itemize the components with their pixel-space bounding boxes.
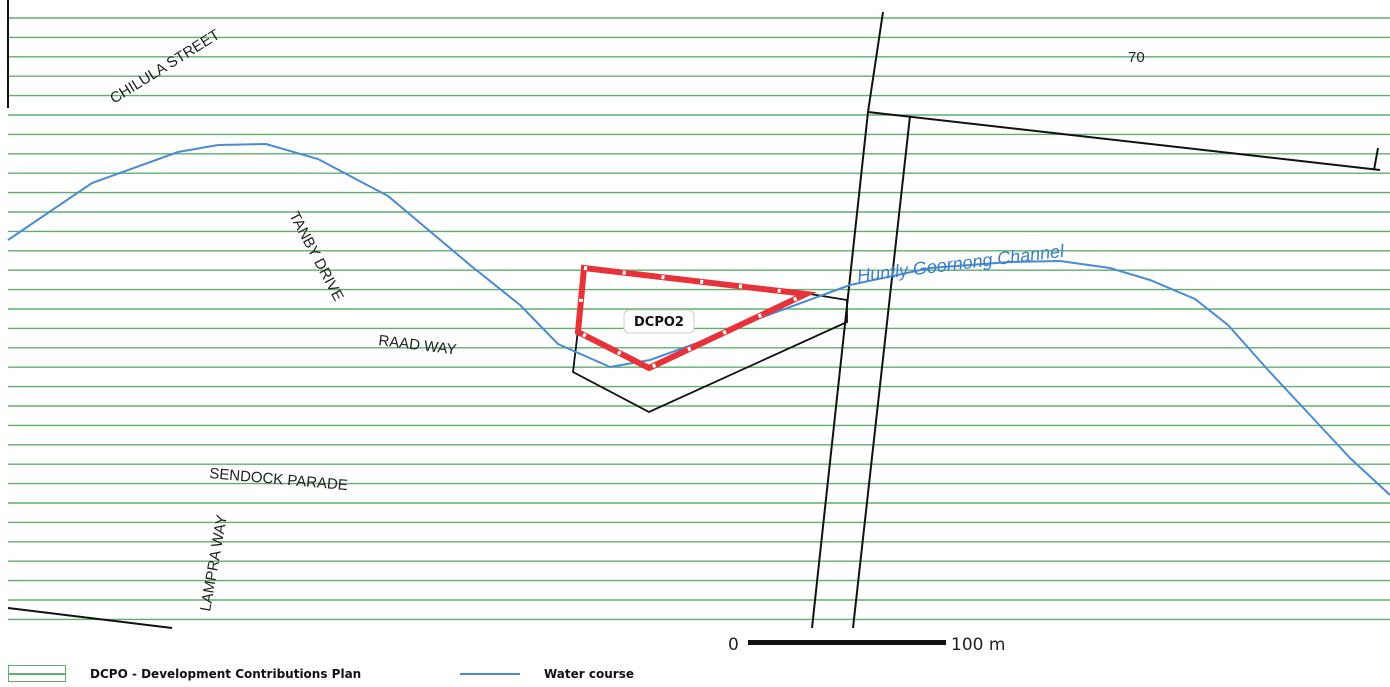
legend-label-dcpo: DCPO - Development Contributions Plan bbox=[90, 666, 362, 681]
road-reserve-east-edge bbox=[852, 115, 911, 629]
parcel-line-lot70-south bbox=[867, 111, 1381, 171]
map-legend: DCPO - Development Contributions Plan Wa… bbox=[0, 660, 1390, 687]
street-label-raad: RAAD WAY bbox=[378, 332, 458, 358]
scale-start-label: 0 bbox=[728, 635, 739, 655]
lot-number-label: 70 bbox=[1128, 49, 1145, 66]
parcel-boundaries bbox=[7, 0, 1381, 629]
legend-item-dcpo: DCPO - Development Contributions Plan bbox=[0, 660, 361, 687]
legend-item-water: Water course bbox=[460, 660, 634, 687]
channel-label: Huntly Goornong Channel bbox=[856, 241, 1066, 286]
blue-line-icon bbox=[460, 672, 520, 675]
road-reserve-west-edge bbox=[811, 111, 869, 629]
dcpo2-label-text: DCPO2 bbox=[634, 315, 684, 330]
legend-label-water: Water course bbox=[544, 666, 634, 681]
parcel-line-north bbox=[867, 11, 884, 113]
parcel-outline-dcpo2 bbox=[572, 293, 848, 414]
scale-end-label: 100 m bbox=[951, 635, 1005, 655]
street-label-lampra: LAMPRA WAY bbox=[197, 514, 231, 613]
street-label-sendock: SENDOCK PARADE bbox=[209, 465, 349, 494]
green-hatch-box-icon bbox=[8, 665, 66, 682]
parcel-line-lot70-east bbox=[1373, 147, 1379, 171]
water-course-line bbox=[7, 142, 1390, 496]
dcpo2-label: DCPO2 bbox=[623, 309, 695, 334]
scale-bar: 0 100 m bbox=[728, 635, 1005, 655]
dcpo-hatch-area bbox=[8, 17, 1390, 621]
dcpo2-boundary[interactable] bbox=[574, 264, 817, 372]
map-canvas[interactable]: CHILULA STREET TANBY DRIVE RAAD WAY SEND… bbox=[0, 0, 1390, 660]
scale-bar-line bbox=[748, 640, 946, 645]
parcel-line-southwest bbox=[7, 607, 173, 629]
